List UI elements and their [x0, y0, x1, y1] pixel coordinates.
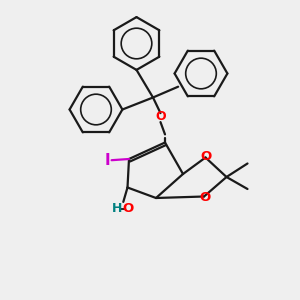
Text: I: I: [105, 153, 110, 168]
Text: H: H: [112, 202, 122, 215]
Text: O: O: [201, 150, 212, 163]
Text: O: O: [155, 110, 166, 124]
Text: O: O: [199, 191, 211, 204]
Text: O: O: [122, 202, 134, 215]
